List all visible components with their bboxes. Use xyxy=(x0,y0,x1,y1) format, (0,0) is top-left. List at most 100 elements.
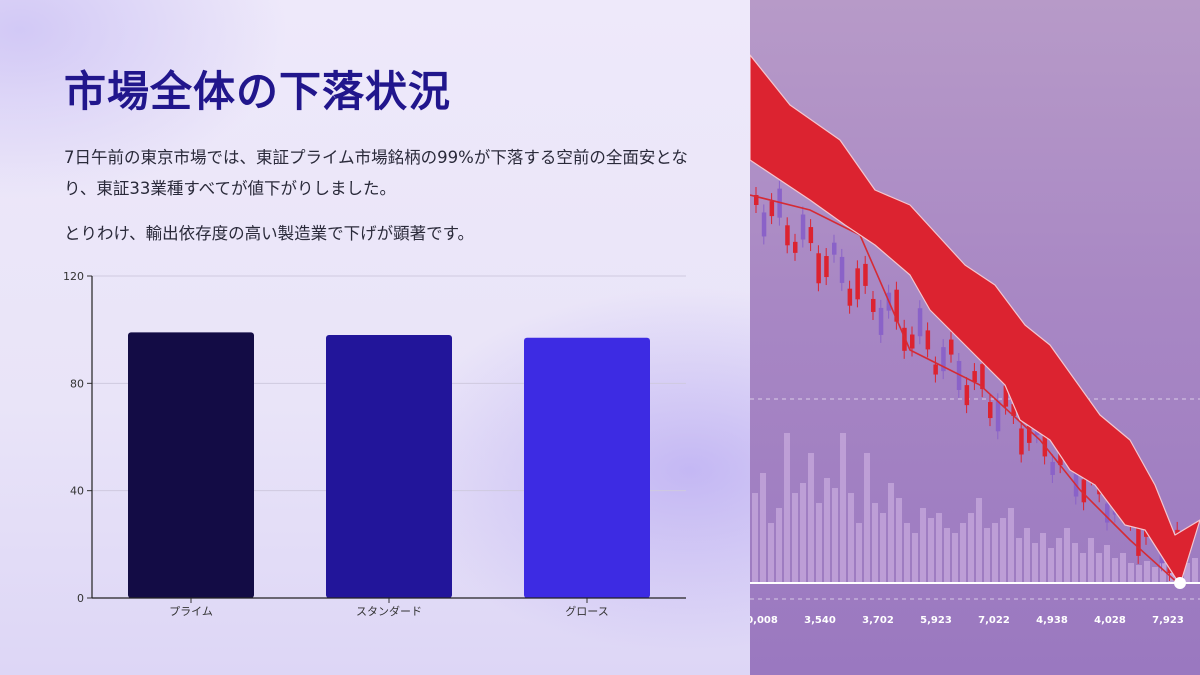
volume-bar xyxy=(864,453,870,583)
volume-bar xyxy=(1184,563,1190,583)
candlestick xyxy=(1136,526,1141,556)
volume-bar xyxy=(904,523,910,583)
volume-bar xyxy=(1104,545,1110,583)
candlestick xyxy=(832,242,837,255)
volume-bar xyxy=(816,503,822,583)
volume-bar xyxy=(1048,548,1054,583)
moving-average-line xyxy=(750,194,1181,586)
volume-bar xyxy=(936,513,942,583)
candlestick xyxy=(754,195,759,205)
volume-bar xyxy=(896,498,902,583)
content-panel: 市場全体の下落状況 7日午前の東京市場では、東証プライム市場銘柄の99%が下落す… xyxy=(0,0,750,675)
candlestick xyxy=(972,371,977,383)
candlestick xyxy=(980,364,985,390)
candlestick xyxy=(800,214,806,240)
volume-bar xyxy=(856,523,862,583)
x-tick-label: プライム xyxy=(169,605,213,618)
stock-crash-illustration: 0,008 3,540 3,702 5,923 7,022 4,938 4,028 7,923 xyxy=(750,54,1200,626)
decline-bar-chart: 0 40 80 120 プライム スタンダード グロース xyxy=(63,270,686,618)
volume-bar xyxy=(880,513,886,583)
candlestick xyxy=(941,347,946,372)
illustration-x-label: 7,923 xyxy=(1152,615,1184,626)
candlestick xyxy=(949,339,954,355)
candlestick xyxy=(855,268,860,300)
market-illustration: 0,008 3,540 3,702 5,923 7,022 4,938 4,028 7,923 xyxy=(750,0,1200,675)
volume-bar xyxy=(968,513,974,583)
down-arrow xyxy=(750,54,1200,586)
volume-bar xyxy=(1072,543,1078,583)
volume-bar xyxy=(1040,533,1046,583)
illustration-x-label: 3,702 xyxy=(862,615,894,626)
y-tick-label: 40 xyxy=(70,485,84,498)
volume-bar xyxy=(800,483,806,583)
volume-bar xyxy=(1152,567,1158,583)
y-tick-label: 120 xyxy=(63,270,84,283)
bar-1 xyxy=(128,332,254,598)
volume-bar xyxy=(784,433,790,583)
volume-bar xyxy=(1024,528,1030,583)
candlestick xyxy=(1050,461,1055,475)
volume-bar xyxy=(944,528,950,583)
y-tick-label: 0 xyxy=(77,592,84,605)
illustration-x-label: 5,923 xyxy=(920,615,952,626)
x-tick-label: スタンダード xyxy=(356,604,422,618)
volume-bar xyxy=(1128,563,1134,583)
candlestick xyxy=(988,402,993,419)
volume-bar xyxy=(808,453,814,583)
volume-bar xyxy=(960,523,966,583)
candlestick xyxy=(894,289,899,322)
volume-bar xyxy=(1000,518,1006,583)
volume-bar xyxy=(928,518,934,583)
volume-bar xyxy=(824,478,830,583)
candlestick xyxy=(808,227,814,244)
volume-bar xyxy=(1080,553,1086,583)
end-point-marker xyxy=(1174,577,1186,589)
illustration-x-label: 3,540 xyxy=(804,615,836,626)
candlestick xyxy=(793,241,798,253)
volume-bar xyxy=(888,483,894,583)
candlestick xyxy=(871,298,876,312)
candlestick xyxy=(824,256,829,278)
volume-bar xyxy=(984,528,990,583)
candlestick xyxy=(816,253,821,284)
volume-bar xyxy=(1112,558,1118,583)
x-tick-label: グロース xyxy=(565,604,608,618)
volume-bar xyxy=(992,523,998,583)
candlestick xyxy=(863,263,868,286)
summary-paragraph: 7日午前の東京市場では、東証プライム市場銘柄の99%が下落する空前の全面安となり… xyxy=(64,148,688,198)
y-tick-label: 80 xyxy=(70,377,84,390)
volume-bar xyxy=(1032,543,1038,583)
candlestick xyxy=(761,212,767,237)
volume-bar xyxy=(1160,563,1166,583)
volume-bar xyxy=(1016,538,1022,583)
volume-bar xyxy=(1056,538,1062,583)
volume-bar xyxy=(776,508,782,583)
volume-bar xyxy=(768,523,774,583)
candlestick xyxy=(1019,428,1024,455)
candlestick xyxy=(1073,464,1079,497)
volume-bar xyxy=(1120,553,1126,583)
candlestick xyxy=(847,288,853,306)
volume-bar xyxy=(760,473,766,583)
volume-bar xyxy=(952,533,958,583)
candlestick xyxy=(1003,385,1009,407)
volume-bar xyxy=(752,493,758,583)
volume-bar xyxy=(912,533,918,583)
candlestick xyxy=(964,385,970,406)
candlestick xyxy=(917,308,923,337)
illustration-x-label: 0,008 xyxy=(750,615,778,626)
candlestick xyxy=(785,225,790,246)
bar-2 xyxy=(326,335,452,598)
illustration-x-label: 4,028 xyxy=(1094,615,1126,626)
candlestick xyxy=(1011,403,1016,416)
illustration-x-label: 7,022 xyxy=(978,615,1010,626)
candlestick xyxy=(1081,479,1087,503)
volume-bar xyxy=(1136,565,1142,583)
volume-bar xyxy=(1064,528,1070,583)
candlestick xyxy=(956,360,962,390)
candlestick xyxy=(839,256,845,283)
candlestick xyxy=(925,330,931,350)
volume-bar xyxy=(840,433,846,583)
illustration-x-label: 4,938 xyxy=(1036,615,1068,626)
candlestick xyxy=(769,201,775,217)
